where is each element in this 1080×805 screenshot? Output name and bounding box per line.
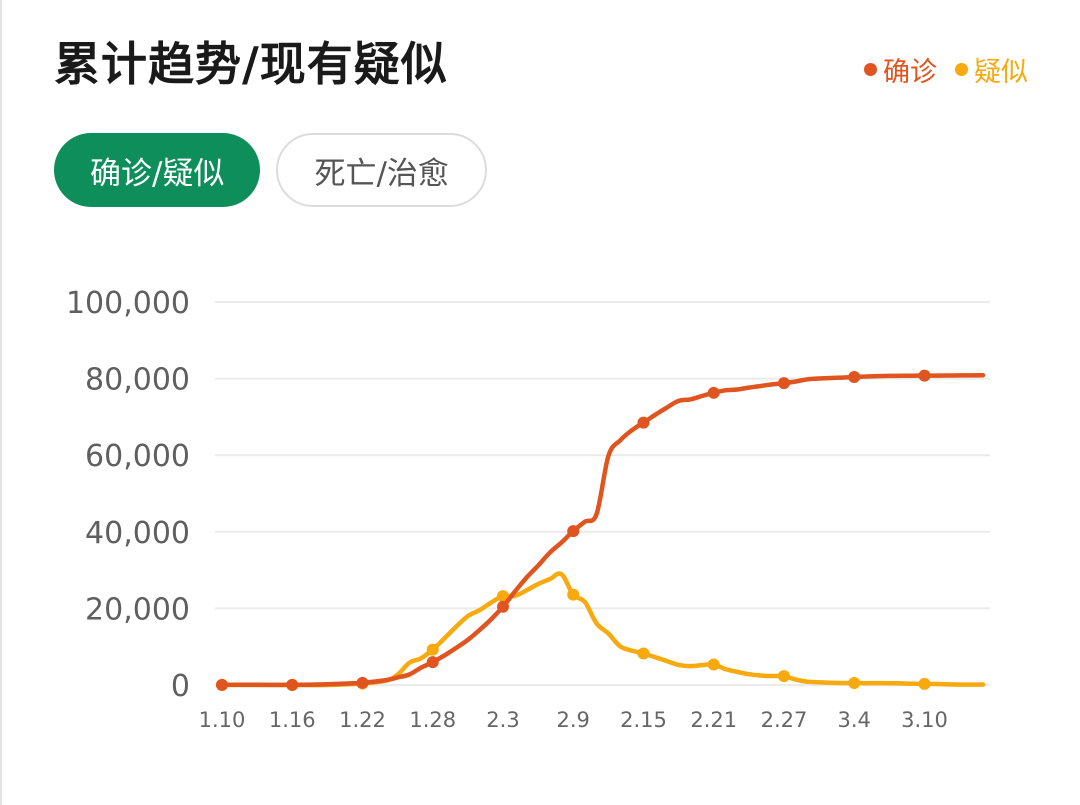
tab-confirmed-suspected[interactable]: 确诊/疑似: [54, 133, 261, 207]
data-point-suspected: [918, 677, 931, 690]
y-tick-label: 60,000: [85, 439, 190, 474]
data-point-suspected: [567, 588, 580, 601]
chart-title: 累计趋势/现有疑似: [54, 37, 448, 91]
data-point-confirmed: [356, 676, 369, 689]
tab-deaths-recovered[interactable]: 死亡/治愈: [276, 133, 487, 207]
chart-tabs: 确诊/疑似 死亡/治愈: [54, 133, 487, 207]
data-point-confirmed: [918, 369, 931, 382]
data-point-confirmed: [707, 386, 720, 399]
data-point-confirmed: [777, 377, 790, 390]
legend-label-confirmed: 确诊: [883, 57, 937, 88]
legend-label-suspected: 疑似: [974, 57, 1028, 88]
x-tick-label: 2.15: [620, 708, 667, 732]
y-tick-label: 80,000: [85, 363, 190, 398]
x-tick-label: 1.22: [339, 708, 386, 732]
y-tick-label: 100,000: [66, 286, 190, 321]
x-tick-label: 3.4: [838, 708, 871, 732]
x-tick-label: 1.16: [269, 708, 316, 732]
y-tick-label: 0: [171, 669, 190, 704]
legend-dot-suspected: [955, 63, 968, 76]
data-point-suspected: [426, 643, 439, 656]
data-point-confirmed: [848, 371, 861, 384]
data-point-suspected: [777, 670, 790, 683]
data-point-confirmed: [496, 600, 509, 613]
data-point-suspected: [637, 647, 650, 660]
data-point-confirmed: [216, 678, 228, 691]
data-point-confirmed: [567, 525, 580, 538]
data-point-confirmed: [286, 678, 299, 691]
data-point-confirmed: [426, 656, 439, 669]
x-tick-label: 1.28: [409, 708, 456, 732]
legend-item-confirmed[interactable]: 确诊: [864, 50, 937, 89]
data-point-confirmed: [637, 416, 650, 429]
y-tick-label: 40,000: [85, 516, 190, 551]
x-tick-label: 2.3: [486, 708, 519, 732]
data-point-suspected: [848, 677, 861, 690]
x-tick-label: 3.10: [901, 708, 948, 732]
legend-dot-confirmed: [864, 63, 877, 76]
x-tick-label: 2.27: [761, 708, 808, 732]
series-line-suspected: [219, 571, 986, 688]
series-line-confirmed: [219, 373, 986, 688]
data-point-suspected: [707, 658, 720, 671]
x-tick-label: 2.9: [557, 708, 590, 732]
x-tick-label: 1.10: [199, 708, 246, 732]
data-point-suspected: [496, 590, 509, 603]
y-tick-label: 20,000: [85, 592, 190, 627]
x-tick-label: 2.21: [690, 708, 737, 732]
legend-item-suspected[interactable]: 疑似: [955, 50, 1028, 89]
legend: 确诊 疑似: [864, 50, 1028, 89]
